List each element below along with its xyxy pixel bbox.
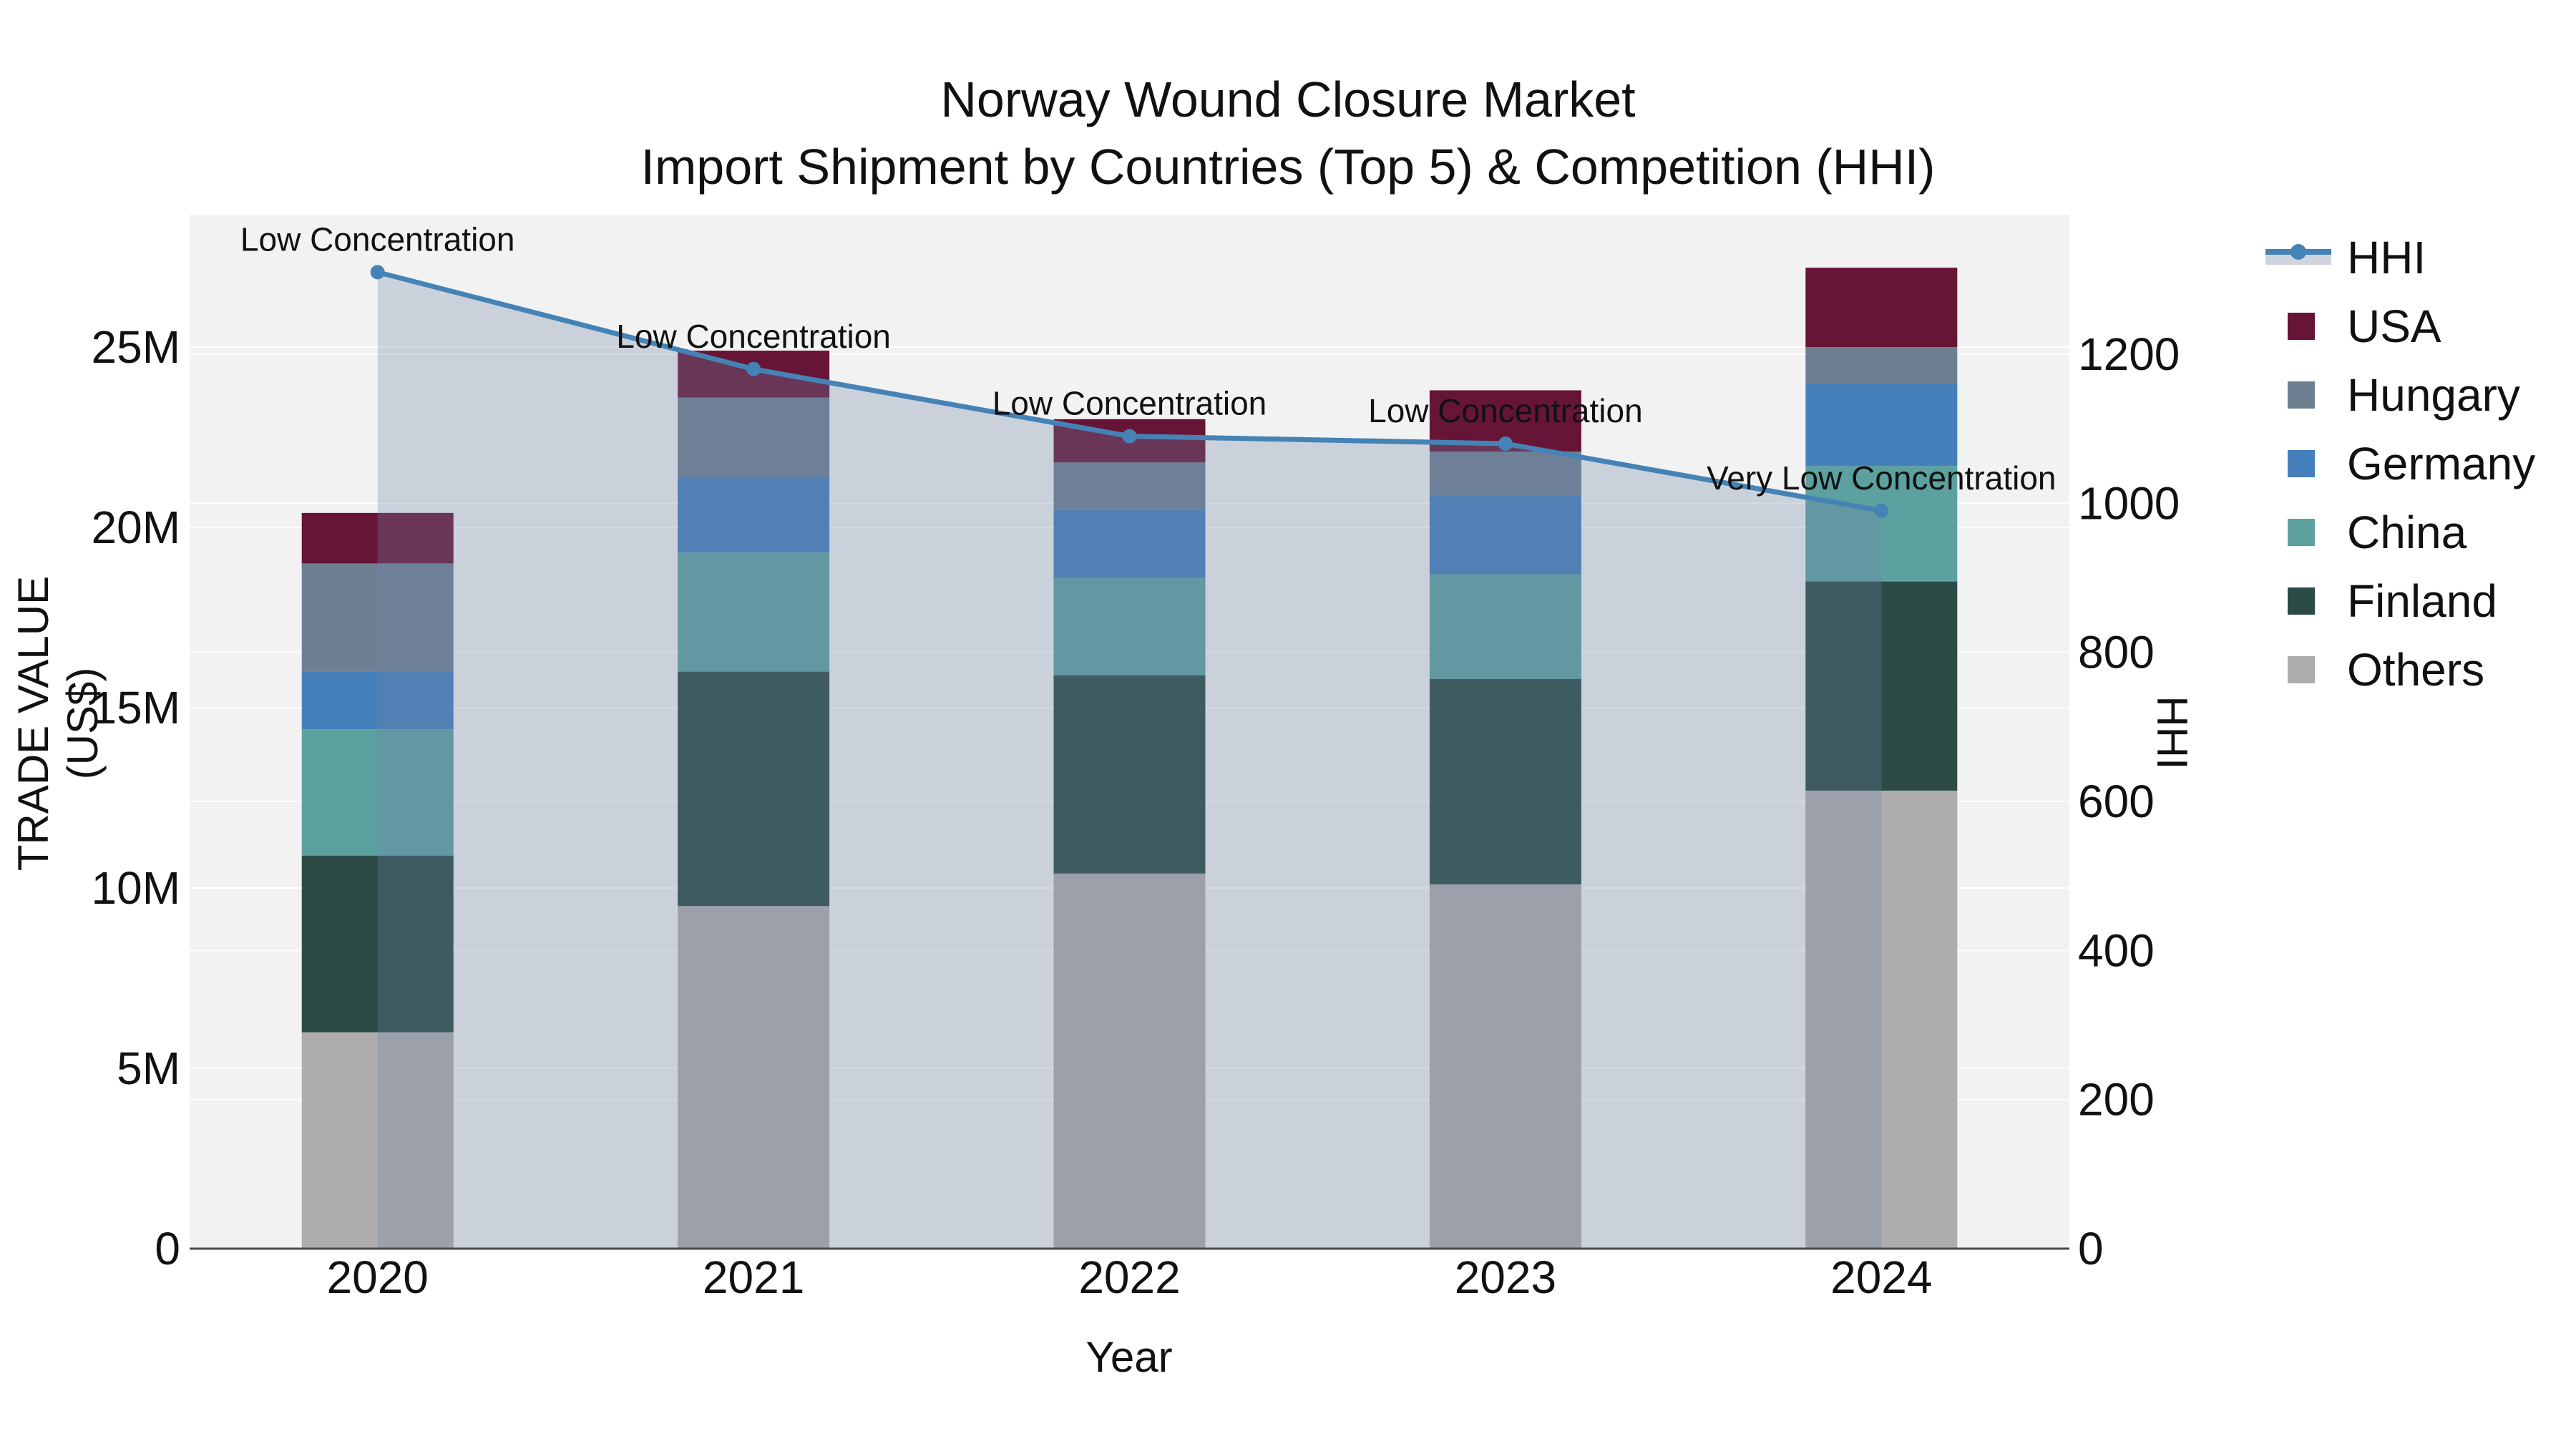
- legend: HHI USA Hungary Germany China Finland Others: [2254, 223, 2535, 704]
- chart-title: Norway Wound Closure Market Import Shipm…: [0, 66, 2576, 200]
- hhi-line-area-icon: [2254, 243, 2347, 272]
- swatch-icon-hungary: [2254, 381, 2347, 409]
- x-tick-2023: 2023: [1455, 1252, 1556, 1303]
- bar-segment-2020-finland[interactable]: [301, 855, 454, 1033]
- y-right-tick-800: 800: [2078, 627, 2155, 678]
- legend-label-usa: USA: [2347, 301, 2441, 352]
- hhi-marker-2020[interactable]: [370, 265, 385, 280]
- bar-segment-2022-hungary[interactable]: [1053, 462, 1206, 509]
- color-swatch-hungary: [2288, 381, 2315, 409]
- legend-label-hungary: Hungary: [2347, 369, 2520, 421]
- x-tick-2022: 2022: [1078, 1252, 1180, 1303]
- swatch-icon-finland: [2254, 587, 2347, 615]
- bar-segment-2021-hungary[interactable]: [678, 397, 830, 477]
- legend-label-finland: Finland: [2347, 575, 2497, 627]
- hhi-marker-2024[interactable]: [1874, 503, 1889, 518]
- hhi-marker-2021[interactable]: [746, 361, 761, 376]
- bar-segment-2020-germany[interactable]: [301, 671, 454, 730]
- y-left-tick-0: 0: [155, 1223, 180, 1274]
- bar-segment-2020-china[interactable]: [301, 729, 454, 856]
- y-left-tick-20M: 20M: [92, 502, 181, 553]
- y-left-tick-25M: 25M: [92, 321, 181, 373]
- legend-label-china: China: [2347, 507, 2467, 558]
- bar-segment-2020-hungary[interactable]: [301, 563, 454, 672]
- legend-item-hungary[interactable]: Hungary: [2254, 361, 2535, 429]
- y-left-tick-10M: 10M: [92, 862, 181, 914]
- legend-item-finland[interactable]: Finland: [2254, 567, 2535, 635]
- y-right-tick-1200: 1200: [2078, 328, 2180, 380]
- color-swatch-china: [2288, 519, 2315, 546]
- y-left-tick-5M: 5M: [117, 1043, 180, 1094]
- bar-segment-2024-usa[interactable]: [1805, 268, 1958, 347]
- bar-segment-2021-china[interactable]: [678, 552, 830, 672]
- color-swatch-usa: [2288, 313, 2315, 340]
- color-swatch-finland: [2288, 587, 2315, 615]
- y-axis-title-left: TRADE VALUE (US$): [9, 575, 107, 872]
- legend-item-germany[interactable]: Germany: [2254, 429, 2535, 498]
- chart-title-line2: Import Shipment by Countries (Top 5) & C…: [640, 139, 1936, 195]
- bar-segment-2020-others[interactable]: [301, 1032, 454, 1249]
- x-axis-title: Year: [1085, 1333, 1173, 1381]
- legend-label-germany: Germany: [2347, 438, 2536, 489]
- hhi-line-area-icon: [2265, 244, 2331, 265]
- y-axis-title-right: HHI: [2148, 696, 2196, 770]
- legend-label-others: Others: [2347, 644, 2485, 696]
- bar-segment-2023-hungary[interactable]: [1429, 452, 1581, 495]
- swatch-icon-usa: [2254, 313, 2347, 340]
- bar-segment-2022-china[interactable]: [1053, 577, 1206, 675]
- y-right-tick-200: 200: [2078, 1074, 2155, 1126]
- y-left-tick-15M: 15M: [92, 682, 181, 733]
- annotation-2021: Low Concentration: [616, 318, 891, 355]
- annotation-2020: Low Concentration: [240, 220, 515, 258]
- swatch-icon-others: [2254, 656, 2347, 683]
- bar-segment-2023-finland[interactable]: [1429, 678, 1581, 884]
- hhi-marker-2023[interactable]: [1498, 436, 1513, 451]
- legend-item-hhi[interactable]: HHI: [2254, 223, 2535, 292]
- x-tick-2020: 2020: [327, 1252, 429, 1303]
- hhi-marker-2022[interactable]: [1122, 429, 1137, 444]
- bar-segment-2024-germany[interactable]: [1805, 383, 1958, 467]
- bar-segment-2024-hungary[interactable]: [1805, 347, 1958, 384]
- y-right-tick-400: 400: [2078, 924, 2155, 976]
- color-swatch-others: [2288, 656, 2315, 683]
- color-swatch-germany: [2288, 450, 2315, 477]
- bar-segment-2022-others[interactable]: [1053, 873, 1206, 1249]
- legend-item-usa[interactable]: USA: [2254, 292, 2535, 361]
- hhi-area-fill: [377, 272, 1882, 1249]
- chart-title-line1: Norway Wound Closure Market: [940, 72, 1636, 127]
- y-right-tick-0: 0: [2078, 1223, 2104, 1274]
- annotation-2024: Very Low Concentration: [1707, 459, 2056, 497]
- bar-segment-2021-finland[interactable]: [678, 671, 830, 907]
- legend-label-hhi: HHI: [2347, 232, 2426, 283]
- bar-segment-2021-germany[interactable]: [678, 477, 830, 553]
- bar-segment-2022-germany[interactable]: [1053, 509, 1206, 578]
- swatch-icon-china: [2254, 519, 2347, 546]
- annotation-2023: Low Concentration: [1368, 392, 1643, 429]
- bar-segment-2024-finland[interactable]: [1805, 581, 1958, 791]
- bar-segment-2021-others[interactable]: [678, 906, 830, 1249]
- y-right-tick-1000: 1000: [2078, 477, 2180, 529]
- x-tick-2021: 2021: [703, 1252, 804, 1303]
- bar-segment-2022-finland[interactable]: [1053, 675, 1206, 874]
- bar-segment-2023-china[interactable]: [1429, 574, 1581, 679]
- legend-item-china[interactable]: China: [2254, 498, 2535, 567]
- legend-item-others[interactable]: Others: [2254, 635, 2535, 704]
- bar-segment-2023-germany[interactable]: [1429, 494, 1581, 575]
- bar-segment-2020-usa[interactable]: [301, 512, 454, 564]
- y-right-tick-600: 600: [2078, 776, 2155, 827]
- x-tick-2024: 2024: [1830, 1252, 1932, 1303]
- bar-segment-2024-china[interactable]: [1805, 466, 1958, 582]
- swatch-icon-germany: [2254, 450, 2347, 477]
- bar-segment-2024-others[interactable]: [1805, 790, 1958, 1249]
- bar-segment-2023-others[interactable]: [1429, 884, 1581, 1249]
- annotation-2022: Low Concentration: [992, 385, 1267, 422]
